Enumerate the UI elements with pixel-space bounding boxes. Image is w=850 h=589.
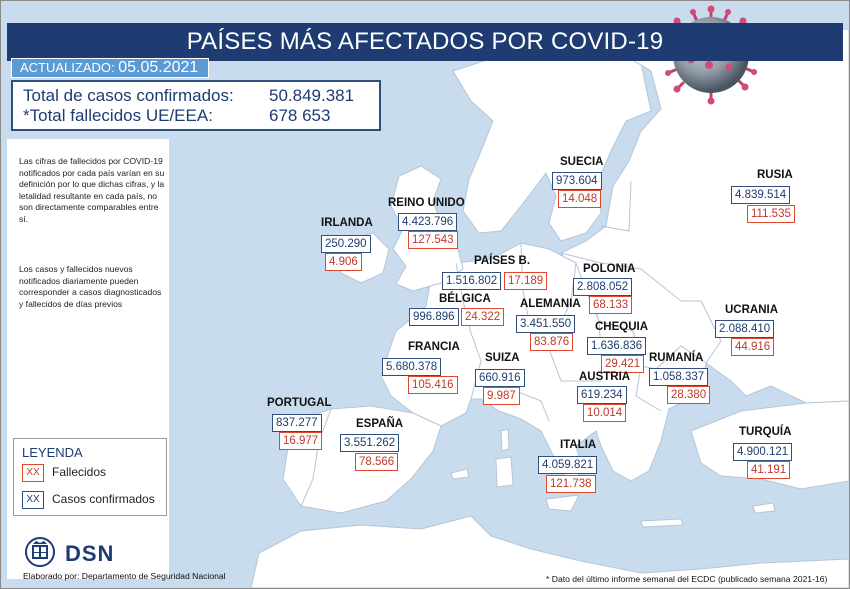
country-name: ESPAÑA: [356, 418, 404, 430]
landmass-baleares: [450, 468, 470, 480]
footnote: * Dato del último informe semanal del EC…: [546, 574, 828, 584]
cases-value: 1.516.802: [442, 272, 502, 290]
cases-value: 996.896: [409, 308, 459, 326]
country-name: SUIZA: [485, 352, 520, 364]
deaths-value: 4.906: [325, 253, 362, 271]
logo-text: DSN: [65, 541, 115, 566]
page-title: PAÍSES MÁS AFECTADOS POR COVID-19: [186, 28, 664, 55]
country-name: UCRANIA: [725, 304, 779, 316]
country-name: AUSTRIA: [579, 371, 631, 383]
note-reporting: Los casos y fallecidos nuevos notificado…: [19, 264, 162, 309]
country-name: ITALIA: [560, 439, 597, 451]
deaths-value: 678 653: [269, 106, 331, 125]
landmass-cyprus: [752, 502, 776, 514]
country-name: PORTUGAL: [267, 397, 332, 409]
legend-deaths-label: Fallecidos: [52, 465, 107, 479]
deaths-label: *Total fallecidos UE/EEA:: [23, 106, 213, 125]
cases-value: 4.839.514: [731, 186, 791, 204]
legend-cases-swatch: XX: [22, 491, 44, 509]
deaths-value: 111.535: [747, 205, 795, 223]
cases-value: 4.423.796: [398, 213, 458, 231]
cases-value: 2.088.410: [715, 320, 775, 338]
legend-title: LEYENDA: [22, 445, 83, 460]
landmass-corsica: [500, 428, 510, 452]
deaths-value: 29.421: [601, 355, 645, 373]
dsn-logo: DSN: [23, 537, 113, 572]
cases-value: 619.234: [577, 386, 627, 404]
cases-value: 4.900.121: [733, 443, 793, 461]
country-name: CHEQUIA: [595, 321, 649, 333]
cases-value: 837.277: [272, 414, 322, 432]
country-name: BÉLGICA: [439, 293, 491, 305]
cases-value: 3.551.262: [340, 434, 400, 452]
note-definition: Las cifras de fallecidos por COVID-19 no…: [19, 156, 165, 224]
landmass-crete: [640, 518, 684, 528]
confirmed-value: 50.849.381: [269, 86, 355, 105]
deaths-value: 16.977: [279, 432, 323, 450]
legend: LEYENDA XX Fallecidos XX Casos confirmad…: [13, 438, 167, 516]
cases-value: 3.451.550: [516, 315, 576, 333]
deaths-value: 68.133: [589, 296, 633, 314]
updated-label: ACTUALIZADO:: [20, 60, 115, 75]
country-name: IRLANDA: [321, 217, 373, 229]
updated-date: 05.05.2021: [118, 59, 199, 76]
cases-value: 660.916: [475, 369, 525, 387]
deaths-value: 14.048: [558, 190, 602, 208]
country-name: PAÍSES B.: [474, 255, 531, 267]
landmass-sardinia: [495, 456, 514, 488]
cases-value: 1.636.836: [587, 337, 647, 355]
header-bar: PAÍSES MÁS AFECTADOS POR COVID-19: [7, 23, 843, 61]
deaths-value: 24.322: [461, 308, 505, 326]
deaths-value: 10.014: [583, 404, 627, 422]
cases-value: 250.290: [321, 235, 371, 253]
deaths-value: 44.916: [731, 338, 775, 356]
cases-value: 2.808.052: [573, 278, 633, 296]
country-name: POLONIA: [583, 263, 636, 275]
deaths-row: *Total fallecidos UE/EEA: 678 653: [23, 106, 330, 126]
cases-value: 4.059.821: [538, 456, 598, 474]
totals-box: Total de casos confirmados: 50.849.381 *…: [11, 80, 381, 131]
deaths-value: 28.380: [667, 386, 711, 404]
country-name: ALEMANIA: [520, 298, 581, 310]
cases-value: 973.604: [552, 172, 602, 190]
landmass-africa: [250, 515, 849, 588]
updated-badge: ACTUALIZADO: 05.05.2021: [11, 58, 210, 78]
deaths-value: 17.189: [504, 272, 548, 290]
landmass-scandinavia: [452, 40, 652, 242]
deaths-value: 121.738: [546, 475, 596, 493]
deaths-value: 41.191: [747, 461, 791, 479]
country-name: REINO UNIDO: [388, 197, 465, 209]
country-name: RUMANÍA: [649, 352, 704, 364]
legend-cases-label: Casos confirmados: [52, 492, 155, 506]
confirmed-label: Total de casos confirmados:: [23, 86, 234, 105]
deaths-value: 9.987: [483, 387, 520, 405]
cases-value: 1.058.337: [649, 368, 709, 386]
deaths-value: 105.416: [408, 376, 458, 394]
country-name: RUSIA: [757, 169, 793, 181]
country-name: TURQUÍA: [739, 426, 792, 438]
country-name: FRANCIA: [408, 341, 460, 353]
coat-of-arms-icon: [25, 537, 55, 567]
deaths-value: 78.566: [355, 453, 399, 471]
confirmed-row: Total de casos confirmados: 50.849.381: [23, 86, 354, 106]
legend-deaths-swatch: XX: [22, 464, 44, 482]
deaths-value: 83.876: [530, 333, 574, 351]
deaths-value: 127.543: [408, 231, 458, 249]
cases-value: 5.680.378: [382, 358, 442, 376]
country-name: SUECIA: [560, 156, 604, 168]
landmass-sicily: [545, 494, 580, 512]
credit-line: Elaborado por: Departamento de Seguridad…: [23, 571, 226, 581]
